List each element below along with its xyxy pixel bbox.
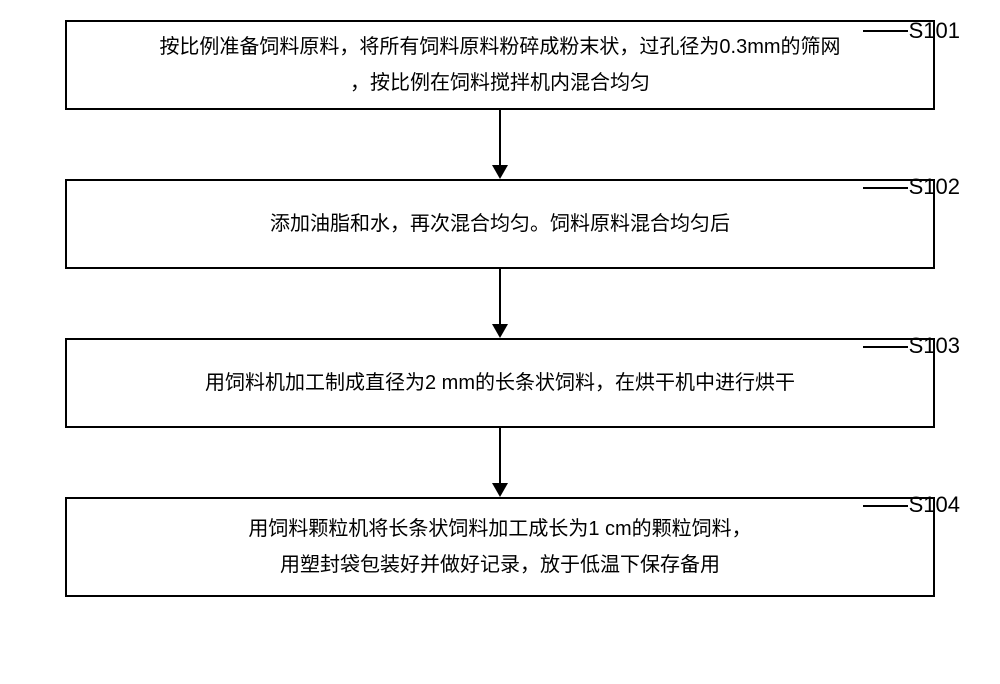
step-4-box: 用饲料颗粒机将长条状饲料加工成长为1 cm的颗粒饲料， 用塑封袋包装好并做好记录… xyxy=(65,497,935,597)
step-4-container: 用饲料颗粒机将长条状饲料加工成长为1 cm的颗粒饲料， 用塑封袋包装好并做好记录… xyxy=(30,497,970,597)
step-3-connector xyxy=(863,346,908,348)
step-3-text-line1: 用饲料机加工制成直径为2 mm的长条状饲料，在烘干机中进行烘干 xyxy=(205,372,795,394)
step-2-text-line1: 添加油脂和水，再次混合均匀。饲料原料混合均匀后 xyxy=(270,213,730,235)
step-4-text-line2: 用塑封袋包装好并做好记录，放于低温下保存备用 xyxy=(280,554,720,576)
step-4-label: S104 xyxy=(909,492,960,518)
step-2-container: 添加油脂和水，再次混合均匀。饲料原料混合均匀后 S102 xyxy=(30,179,970,269)
arrow-3-head xyxy=(492,483,508,497)
step-2-connector xyxy=(863,187,908,189)
arrow-2-head xyxy=(492,324,508,338)
step-1-text-line1: 按比例准备饲料原料，将所有饲料原料粉碎成粉末状，过孔径为0.3mm的筛网 xyxy=(159,36,840,58)
step-1-container: 按比例准备饲料原料，将所有饲料原料粉碎成粉末状，过孔径为0.3mm的筛网 ，按比… xyxy=(30,20,970,110)
step-1-text-line2: ，按比例在饲料搅拌机内混合均匀 xyxy=(350,72,650,94)
step-2-box: 添加油脂和水，再次混合均匀。饲料原料混合均匀后 xyxy=(65,179,935,269)
arrow-2 xyxy=(492,269,508,338)
arrow-2-line xyxy=(499,269,501,324)
step-1-connector xyxy=(863,30,908,32)
flowchart-container: 按比例准备饲料原料，将所有饲料原料粉碎成粉末状，过孔径为0.3mm的筛网 ，按比… xyxy=(30,20,970,597)
step-4-text-line1: 用饲料颗粒机将长条状饲料加工成长为1 cm的颗粒饲料， xyxy=(248,518,751,540)
step-3-label: S103 xyxy=(909,333,960,359)
arrow-3 xyxy=(492,428,508,497)
step-3-container: 用饲料机加工制成直径为2 mm的长条状饲料，在烘干机中进行烘干 S103 xyxy=(30,338,970,428)
arrow-1 xyxy=(492,110,508,179)
step-4-connector xyxy=(863,505,908,507)
step-1-label: S101 xyxy=(909,18,960,44)
arrow-3-line xyxy=(499,428,501,483)
step-2-label: S102 xyxy=(909,174,960,200)
step-1-box: 按比例准备饲料原料，将所有饲料原料粉碎成粉末状，过孔径为0.3mm的筛网 ，按比… xyxy=(65,20,935,110)
arrow-1-head xyxy=(492,165,508,179)
arrow-1-line xyxy=(499,110,501,165)
step-3-box: 用饲料机加工制成直径为2 mm的长条状饲料，在烘干机中进行烘干 xyxy=(65,338,935,428)
